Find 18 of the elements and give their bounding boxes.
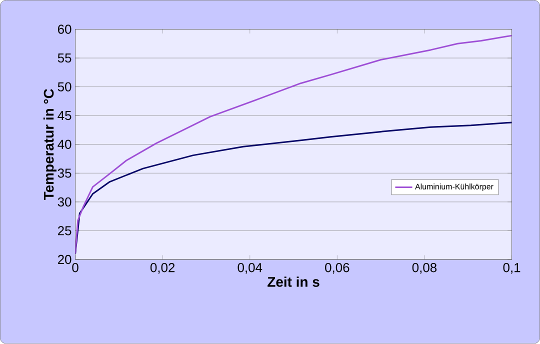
line-series [75, 34, 512, 255]
y-tick-label: 45 [58, 111, 72, 120]
x-tick-label: 0,06 [325, 263, 350, 274]
x-tick-label: 0,08 [412, 263, 437, 274]
y-tick-label: 25 [58, 226, 72, 236]
x-tick-label: 0,02 [150, 263, 175, 274]
y-tick-label: 20 [58, 255, 72, 264]
y-tick-label: 40 [58, 140, 72, 150]
y-tick-label: 55 [58, 54, 72, 63]
y-tick-label: 35 [58, 168, 72, 178]
y-tick-label: 60 [58, 24, 72, 34]
y-axis-title: Temperatur in °C [43, 89, 56, 200]
y-tick-label: 30 [58, 197, 72, 207]
y-tick-label: 50 [58, 82, 72, 92]
x-tick-label: 0,04 [238, 263, 262, 274]
x-tick-label: 0,1 [503, 263, 520, 274]
x-tick-label: 0 [72, 263, 78, 272]
x-axis-title: Zeit in s [268, 276, 320, 287]
